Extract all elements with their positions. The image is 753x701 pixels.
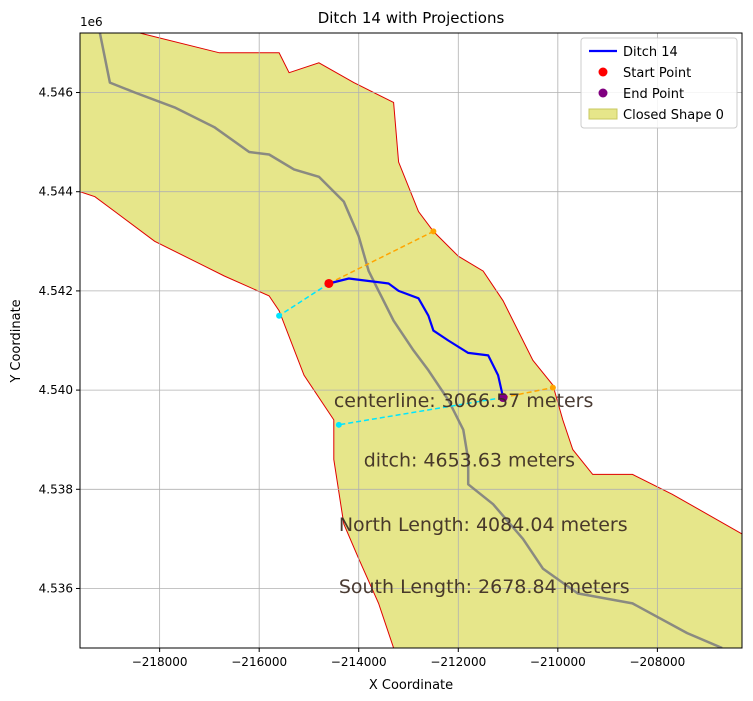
annotation-label-2: North Length: 4084.04 meters [339,514,628,536]
chart-title: Ditch 14 with Projections [318,9,505,27]
plot-frame [79,32,743,649]
south-projection-start-marker [276,312,283,319]
closed-shape-0 [80,33,742,648]
north-projection-end-marker [549,384,556,391]
y-tick-label: 4.538 [39,482,73,496]
start-point-marker [324,278,334,288]
end-point-marker [498,393,508,403]
annotation-label-3: South Length: 2678.84 meters [339,576,630,598]
legend-item-1-swatch [598,67,608,77]
legend-item-3-label: Closed Shape 0 [623,108,724,123]
south-projection-end [338,396,504,426]
x-tick-label: −216000 [231,655,287,669]
legend-item-3-swatch [588,108,618,120]
line-layer [98,33,723,648]
x-tick-label: −208000 [629,655,685,669]
x-tick-label: −212000 [430,655,486,669]
legend-item-2-swatch [598,88,608,98]
annotation-layer: centerline: 3066.57 meters ditch: 4653.63… [334,390,630,598]
annotation-label-1: ditch: 4653.63 meters [364,450,575,472]
north-projection-start [328,230,434,285]
x-tick-label: −218000 [132,655,188,669]
axis-ticks: −218000 −216000 −214000 −212000 −210000 −2080… [39,86,686,669]
legend-item-2-label: End Point [623,87,684,102]
y-tick-label: 4.544 [39,185,73,199]
x-tick-label: −214000 [331,655,387,669]
y-tick-label: 4.536 [39,581,73,595]
north-projection-end [502,386,554,399]
y-offset-label: 1e6 [80,15,103,29]
y-tick-label: 4.542 [39,284,73,298]
legend-item-0-label: Ditch 14 [623,45,678,60]
north-projection-start-marker [430,228,437,235]
x-axis-label: X Coordinate [369,678,453,693]
legend-item-1-label: Start Point [623,66,691,81]
y-tick-label: 4.546 [39,86,73,100]
legend: Ditch 14 Start Point End Point Closed Shape… [580,37,738,129]
south-projection-end-marker [335,421,342,428]
grid [80,33,742,648]
x-tick-label: −210000 [530,655,586,669]
y-axis-label: Y Coordinate [9,299,24,383]
ditch-14-line [328,277,505,398]
annotation-label-0: centerline: 3066.57 meters [334,390,594,412]
south-projection-start [278,282,330,317]
legend-box [580,37,738,129]
y-tick-label: 4.540 [39,383,73,397]
centerline-path [98,33,723,648]
closed-shape-layer [80,33,742,648]
